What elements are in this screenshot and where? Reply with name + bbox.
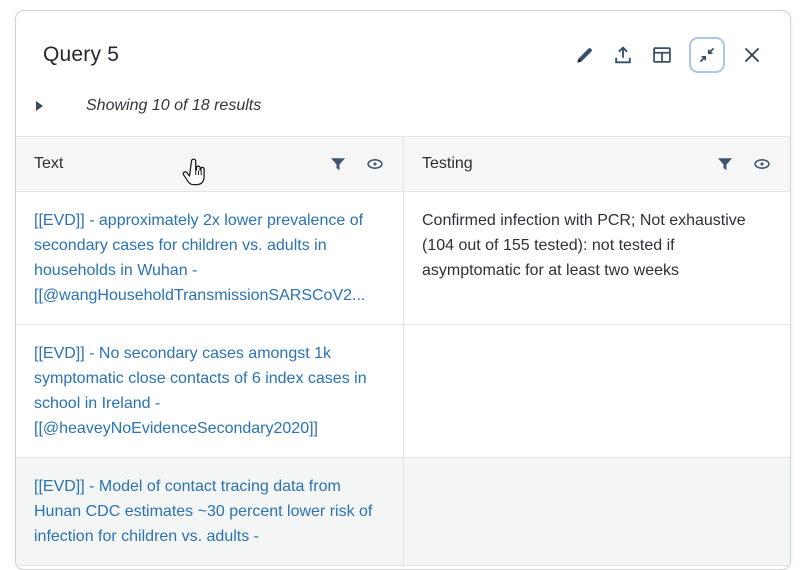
page-title: Query 5: [43, 43, 120, 66]
table-row: [[EVD]] - No secondary cases amongst 1k …: [16, 325, 790, 458]
table-row: [[EVD]] - Model of contact tracing data …: [16, 458, 790, 566]
filter-icon[interactable]: [715, 154, 735, 174]
results-table: Text Testing: [16, 136, 790, 566]
testing-cell: [403, 325, 790, 457]
edit-button[interactable]: [572, 43, 596, 67]
column-header-testing: Testing: [403, 137, 790, 191]
table-header-row: Text Testing: [16, 136, 790, 192]
pencil-icon: [574, 45, 595, 66]
column-label: Testing: [422, 155, 473, 172]
panel-header: Query 5: [16, 11, 790, 73]
expander-triangle-icon[interactable]: [36, 101, 43, 111]
upload-icon: [612, 44, 634, 66]
testing-cell: [403, 458, 790, 565]
results-summary-row: Showing 10 of 18 results: [36, 95, 790, 117]
results-summary: Showing 10 of 18 results: [86, 97, 262, 114]
query-results-panel: Query 5: [15, 10, 791, 570]
table-icon: [651, 44, 673, 66]
filter-icon[interactable]: [328, 154, 348, 174]
collapse-icon: [697, 45, 717, 65]
export-button[interactable]: [611, 43, 635, 67]
close-icon: [742, 45, 762, 65]
close-button[interactable]: [740, 43, 764, 67]
table-view-button[interactable]: [650, 43, 674, 67]
column-header-text: Text: [16, 137, 403, 191]
text-cell-link[interactable]: [[EVD]] - approximately 2x lower prevale…: [34, 212, 366, 304]
eye-icon[interactable]: [365, 154, 385, 174]
text-cell-link[interactable]: [[EVD]] - Model of contact tracing data …: [34, 478, 373, 545]
testing-cell: Confirmed infection with PCR; Not exhaus…: [403, 192, 790, 324]
table-row: [[EVD]] - approximately 2x lower prevale…: [16, 192, 790, 325]
collapse-button[interactable]: [689, 37, 725, 73]
text-cell-link[interactable]: [[EVD]] - No secondary cases amongst 1k …: [34, 345, 367, 437]
toolbar: [572, 37, 764, 73]
eye-icon[interactable]: [752, 154, 772, 174]
column-label: Text: [34, 155, 64, 172]
